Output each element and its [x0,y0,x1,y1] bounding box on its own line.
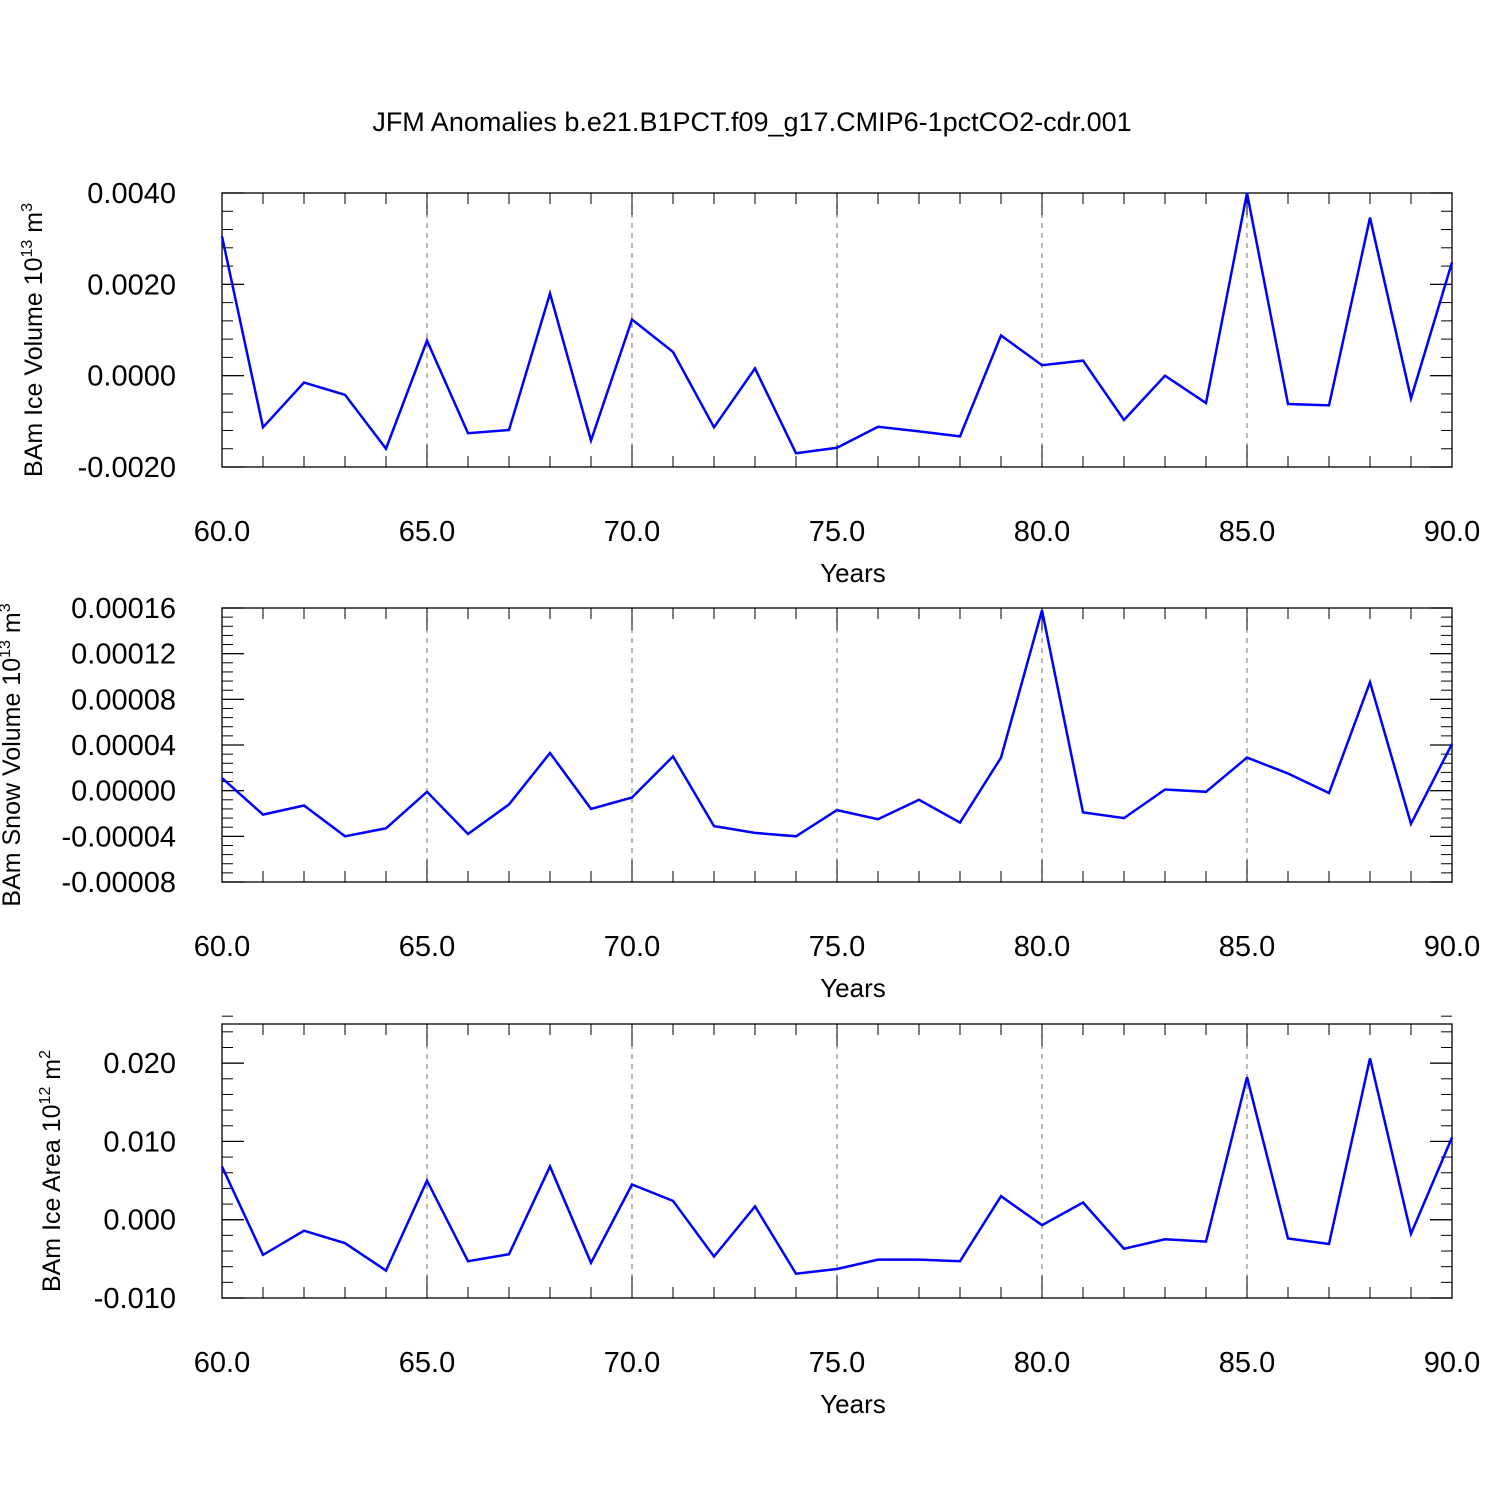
y-tick-label: -0.010 [94,1283,176,1315]
x-tick-label: 90.0 [1424,1347,1480,1379]
x-tick-label: 60.0 [194,516,250,548]
x-tick-label: 80.0 [1014,516,1070,548]
y-tick-label: 0.000 [103,1205,176,1237]
x-tick-label: 70.0 [604,1347,660,1379]
chart-panel-3: 60.0 65.0 70.0 75.0 80.0 85.0 90.0 -0.010 0.000 0… [37,1015,1480,1419]
y-tick-label: 0.00008 [71,684,176,716]
x-axis-label: Years [820,973,886,1003]
y-tick-label: 0.0020 [87,269,176,301]
x-tick-label: 90.0 [1424,931,1480,963]
x-tick-label: 75.0 [809,931,865,963]
y-tick-label: 0.0000 [87,361,176,393]
series-line [220,1058,1454,1276]
chart-panel-1: 60.0 65.0 70.0 75.0 80.0 85.0 90.0 -0.0020 0.000… [19,178,1480,588]
x-tick-label: 60.0 [194,1347,250,1379]
x-tick-label: 75.0 [809,516,865,548]
x-tick-label: 75.0 [809,1347,865,1379]
x-tick-label: 85.0 [1219,931,1275,963]
figure-title: JFM Anomalies b.e21.B1PCT.f09_g17.CMIP6-… [372,107,1131,137]
y-axis-label: BAm Snow Volume 1013 m3 [0,603,26,906]
y-tick-label: 0.00000 [71,776,176,808]
y-tick-label: 0.00004 [71,730,176,762]
x-tick-label: 80.0 [1014,1347,1070,1379]
x-tick-label: 65.0 [399,931,455,963]
x-tick-label: 70.0 [604,931,660,963]
x-tick-label: 90.0 [1424,516,1480,548]
y-tick-label: -0.00004 [62,821,177,853]
plot-frame [221,192,1453,468]
x-axis-label: Years [820,558,886,588]
x-tick-label: 85.0 [1219,1347,1275,1379]
y-tick-label: 0.010 [103,1126,176,1158]
x-tick-label: 65.0 [399,516,455,548]
y-tick-label: -0.00008 [62,867,177,899]
x-tick-label: 60.0 [194,931,250,963]
panels: 60.0 65.0 70.0 75.0 80.0 85.0 90.0 -0.0020 0.000… [0,178,1480,1419]
x-tick-label: 85.0 [1219,516,1275,548]
y-tick-label: 0.020 [103,1048,176,1080]
x-tick-label: 70.0 [604,516,660,548]
plot-frame [221,1023,1453,1299]
y-tick-label: -0.0020 [78,452,176,484]
chart-panel-2: 60.0 65.0 70.0 75.0 80.0 85.0 90.0 -0.00008 -0.0… [0,593,1480,1003]
y-axis-label: BAm Ice Area 1012 m2 [37,1050,66,1292]
x-axis-label: Years [820,1389,886,1419]
y-tick-label: 0.00012 [71,639,176,671]
x-tick-label: 80.0 [1014,931,1070,963]
x-tick-label: 65.0 [399,1347,455,1379]
y-tick-label: 0.0040 [87,178,176,210]
y-tick-label: 0.00016 [71,593,176,625]
y-axis-label: BAm Ice Volume 1013 m3 [19,203,48,477]
